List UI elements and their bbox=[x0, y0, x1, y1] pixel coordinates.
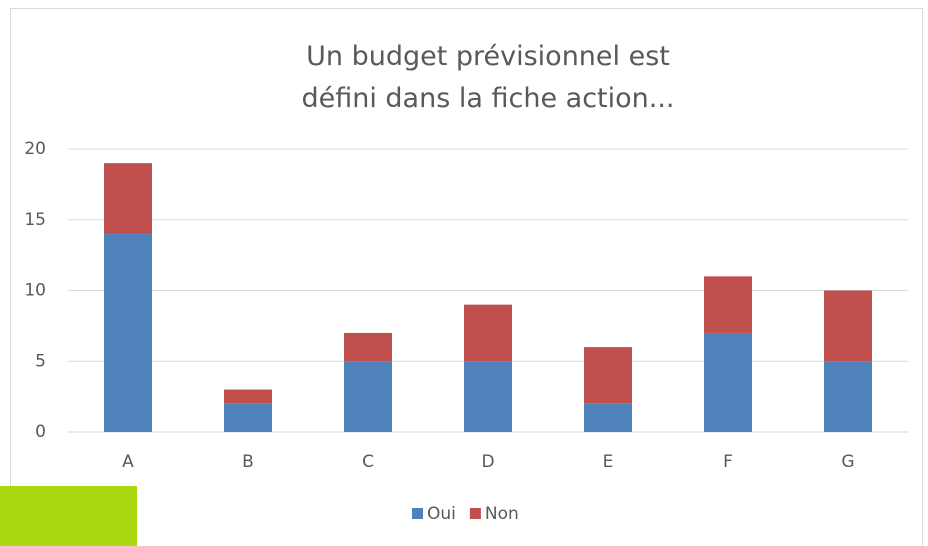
y-tick-label: 0 bbox=[35, 422, 46, 442]
y-tick-label: 20 bbox=[24, 139, 46, 159]
x-tick-label: C bbox=[362, 452, 374, 472]
bar-segment bbox=[824, 290, 872, 362]
legend-swatch bbox=[469, 508, 481, 519]
bar-segment bbox=[224, 389, 272, 404]
y-tick-label: 15 bbox=[24, 210, 46, 230]
x-tick-label: E bbox=[603, 452, 614, 472]
bar-segment bbox=[224, 403, 272, 432]
y-tick-label: 10 bbox=[24, 281, 46, 301]
bar-segment bbox=[704, 332, 752, 432]
bar-segment bbox=[584, 403, 632, 432]
bar-segment bbox=[104, 163, 152, 234]
bar-segment bbox=[464, 304, 512, 362]
legend-label: Oui bbox=[427, 504, 456, 524]
bar-segment bbox=[584, 347, 632, 404]
legend-label: Non bbox=[485, 504, 519, 524]
x-tick-label: D bbox=[481, 452, 494, 472]
x-tick-label: G bbox=[841, 452, 854, 472]
bar-segment bbox=[104, 233, 152, 432]
x-tick-label: F bbox=[723, 452, 733, 472]
chart-border bbox=[10, 8, 923, 546]
bar-segment bbox=[344, 332, 392, 362]
decoration bbox=[0, 486, 137, 546]
x-tick-label: B bbox=[242, 452, 254, 472]
x-tick-label: A bbox=[122, 452, 134, 472]
bar-segment bbox=[704, 276, 752, 333]
bar-segment bbox=[344, 361, 392, 432]
bar-segment bbox=[824, 361, 872, 432]
chart-title: Un budget prévisionnel est défini dans l… bbox=[301, 41, 675, 114]
y-tick-label: 5 bbox=[35, 351, 46, 371]
legend-swatch bbox=[412, 508, 423, 519]
bar-segment bbox=[464, 361, 512, 432]
